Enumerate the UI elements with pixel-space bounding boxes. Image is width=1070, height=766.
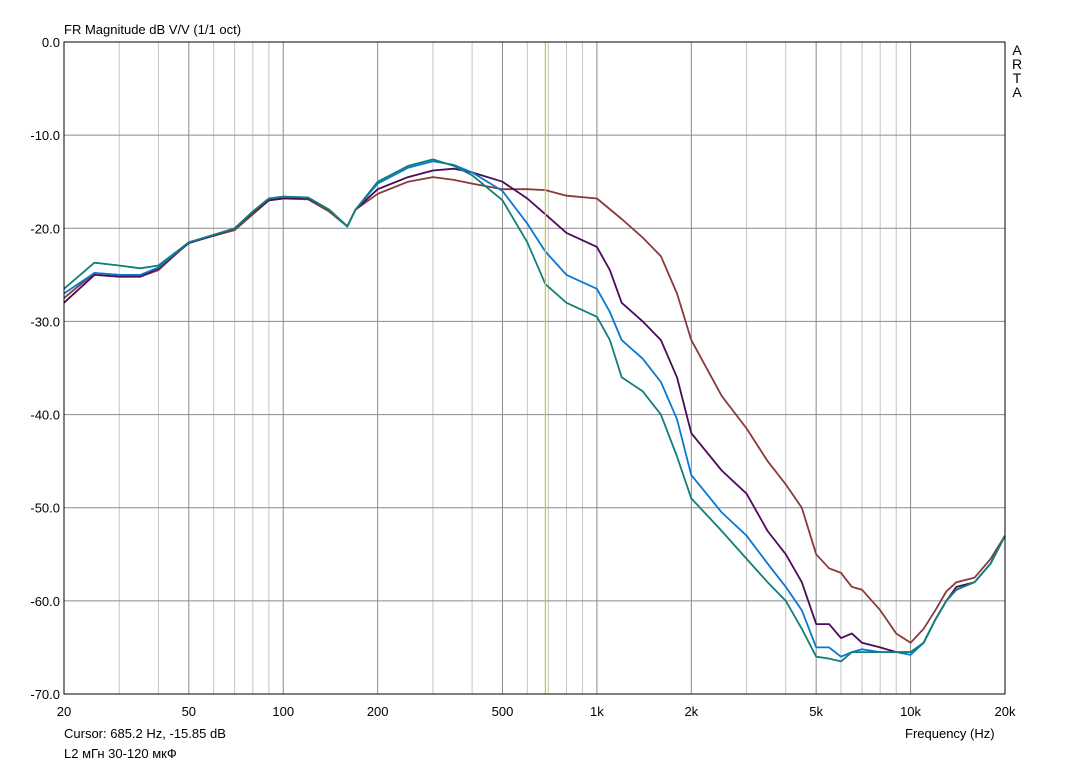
watermark-letter: A xyxy=(1012,84,1022,100)
legend-label: L2 мГн 30-120 мкФ xyxy=(64,746,177,761)
x-tick-label: 20k xyxy=(995,704,1016,719)
cursor-readout: Cursor: 685.2 Hz, -15.85 dB xyxy=(64,726,226,741)
series-line-trace-brown xyxy=(63,176,1006,644)
y-tick-label: -60.0 xyxy=(30,594,60,609)
y-tick-label: -30.0 xyxy=(30,314,60,329)
arta-watermark: A R T A xyxy=(1010,43,1024,99)
series-line-trace-blue xyxy=(63,160,1006,658)
y-tick-label: -50.0 xyxy=(30,501,60,516)
watermark-letter: A xyxy=(1012,42,1022,58)
x-axis-label: Frequency (Hz) xyxy=(905,726,995,741)
series-layer xyxy=(63,158,1006,663)
x-tick-label: 100 xyxy=(272,704,294,719)
grid-major xyxy=(63,41,1006,695)
plot-frame xyxy=(63,41,1006,695)
series-line-trace-teal xyxy=(63,158,1006,663)
tick-labels: 0.0 -10.0 -20.0 -30.0 -40.0 -50.0 -60.0 -70.0 20… xyxy=(30,35,1016,719)
x-tick-label: 5k xyxy=(809,704,823,719)
x-tick-label: 200 xyxy=(367,704,389,719)
watermark-letter: T xyxy=(1012,70,1022,86)
y-tick-label: -70.0 xyxy=(30,687,60,702)
chart-title: FR Magnitude dB V/V (1/1 oct) xyxy=(64,22,242,37)
x-tick-label: 2k xyxy=(684,704,698,719)
x-tick-label: 50 xyxy=(182,704,196,719)
x-tick-label: 20 xyxy=(57,704,71,719)
y-tick-label: -20.0 xyxy=(30,221,60,236)
y-tick-label: -40.0 xyxy=(30,408,60,423)
watermark-letter: R xyxy=(1011,56,1023,72)
x-tick-label: 1k xyxy=(590,704,604,719)
grid-minor xyxy=(118,42,897,694)
x-tick-label: 500 xyxy=(492,704,514,719)
y-tick-label: 0.0 xyxy=(42,35,60,50)
x-tick-label: 10k xyxy=(900,704,921,719)
y-tick-label: -10.0 xyxy=(30,128,60,143)
series-line-trace-purple xyxy=(63,167,1006,653)
